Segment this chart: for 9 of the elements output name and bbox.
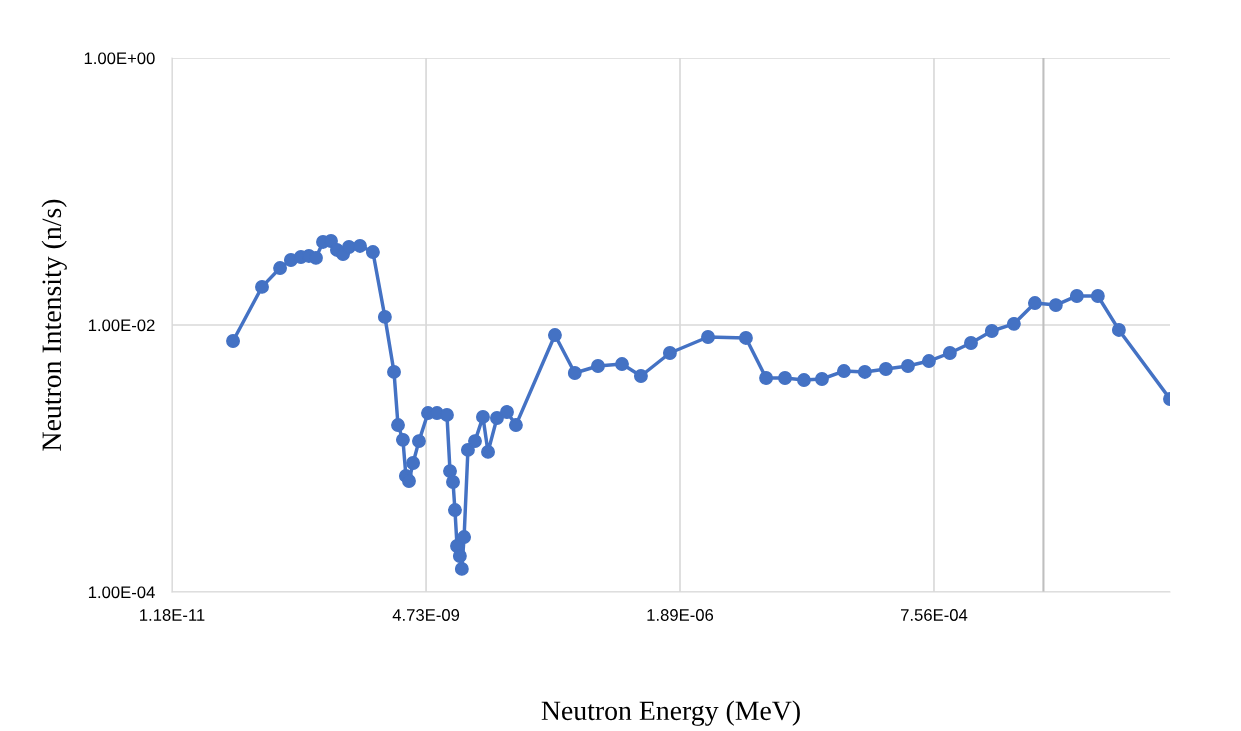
x-axis-title: Neutron Energy (MeV) [541, 700, 800, 726]
y-tick-label: 1.00E-02 [88, 319, 155, 332]
x-tick-label: 1.18E-11 [140, 609, 205, 621]
x-tick-label: 4.73E-09 [392, 609, 460, 621]
y-tick-label: 1.00E+00 [84, 52, 155, 65]
y-axis-title: Neutron Intensity (n/s) [41, 199, 67, 451]
x-tick-label: 7.56E-04 [901, 609, 968, 621]
y-tick-label: 1.00E-04 [88, 586, 155, 599]
x-tick-label: 1.89E-06 [647, 609, 714, 621]
